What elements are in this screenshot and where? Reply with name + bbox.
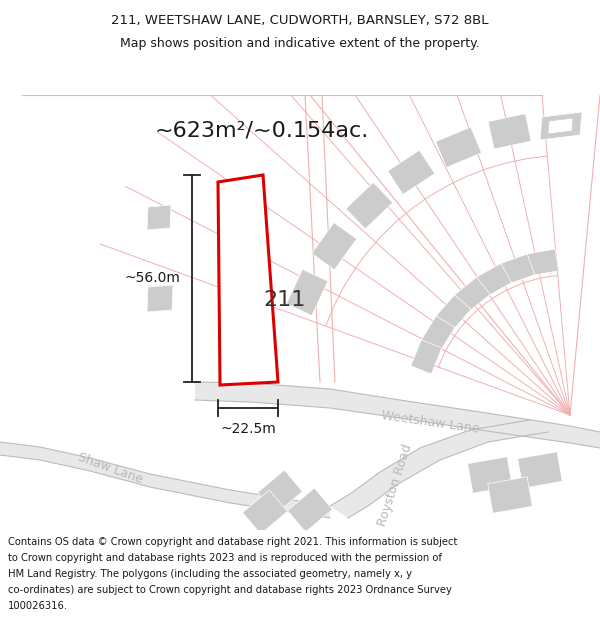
Text: 100026316.: 100026316. [8,601,68,611]
Polygon shape [346,182,392,229]
Polygon shape [518,452,562,488]
Polygon shape [436,127,481,168]
Text: co-ordinates) are subject to Crown copyright and database rights 2023 Ordnance S: co-ordinates) are subject to Crown copyr… [8,585,452,595]
Polygon shape [467,457,512,493]
Polygon shape [501,254,535,284]
Polygon shape [411,340,442,374]
Polygon shape [330,420,548,518]
Text: Weetshaw Lane: Weetshaw Lane [380,409,480,435]
Text: 211, WEETSHAW LANE, CUDWORTH, BARNSLEY, S72 8BL: 211, WEETSHAW LANE, CUDWORTH, BARNSLEY, … [111,14,489,27]
Polygon shape [286,269,328,316]
Text: Contains OS data © Crown copyright and database right 2021. This information is : Contains OS data © Crown copyright and d… [8,537,457,547]
Text: Royston Road: Royston Road [376,442,415,528]
Text: Shaw Lane: Shaw Lane [76,450,144,486]
Text: Map shows position and indicative extent of the property.: Map shows position and indicative extent… [120,37,480,50]
Polygon shape [488,477,532,513]
Polygon shape [527,249,559,276]
Polygon shape [312,222,356,270]
Polygon shape [147,205,171,230]
Text: ~56.0m: ~56.0m [124,271,180,286]
Polygon shape [455,277,490,312]
Polygon shape [287,488,332,532]
Polygon shape [257,470,302,514]
Polygon shape [421,316,455,351]
Polygon shape [488,114,531,149]
Polygon shape [540,112,582,140]
Text: 211: 211 [264,290,306,310]
Polygon shape [195,382,600,448]
Text: ~623m²/~0.154ac.: ~623m²/~0.154ac. [155,120,369,140]
Text: to Crown copyright and database rights 2023 and is reproduced with the permissio: to Crown copyright and database rights 2… [8,553,442,563]
Polygon shape [476,263,512,296]
Text: HM Land Registry. The polygons (including the associated geometry, namely x, y: HM Land Registry. The polygons (includin… [8,569,412,579]
Polygon shape [388,150,435,194]
Polygon shape [436,295,471,331]
Polygon shape [147,285,173,312]
Text: ~22.5m: ~22.5m [220,422,276,436]
Polygon shape [242,490,287,534]
Polygon shape [218,175,278,385]
Polygon shape [548,118,573,134]
Polygon shape [0,442,330,518]
